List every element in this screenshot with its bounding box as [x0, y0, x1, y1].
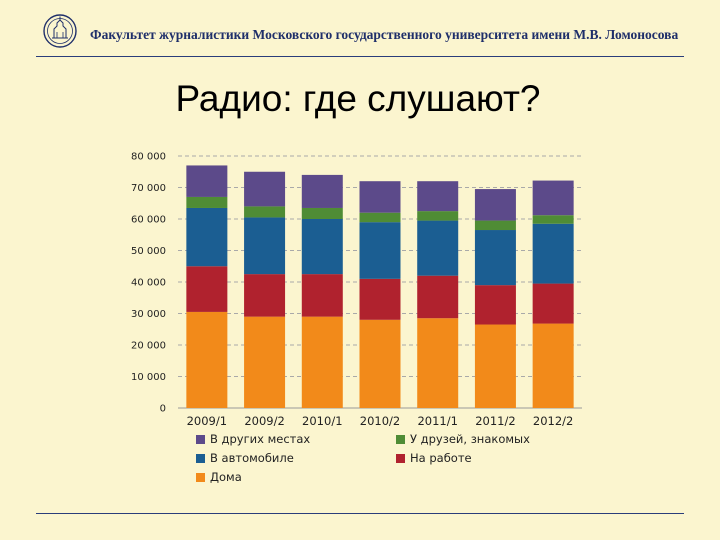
bar-segment	[417, 318, 459, 408]
legend-swatch	[196, 454, 205, 463]
bar-segment	[417, 220, 459, 276]
x-tick-label: 2012/2	[533, 414, 573, 428]
slide-title-text: Радио: где слушают?	[175, 78, 541, 119]
legend-label: У друзей, знакомых	[410, 432, 530, 446]
slide-title: Радио: где слушают?	[0, 78, 720, 120]
institution-name: Факультет журналистики Московского госуд…	[90, 27, 679, 42]
x-tick-label: 2009/2	[244, 414, 284, 428]
bar-segment	[301, 316, 343, 408]
bar-segment	[417, 211, 459, 221]
y-tick-label: 80 000	[131, 152, 166, 163]
bar-segment	[244, 206, 286, 218]
legend-label: В автомобиле	[210, 451, 294, 465]
bar-segment	[532, 180, 574, 216]
y-tick-label: 70 000	[131, 183, 166, 194]
y-tick-label: 30 000	[131, 309, 166, 320]
bar-segment	[301, 219, 343, 275]
bar-segment	[301, 174, 343, 208]
bar-segment	[532, 283, 574, 324]
x-tick-label: 2010/1	[302, 414, 342, 428]
legend-swatch	[196, 435, 205, 444]
bar-segment	[532, 223, 574, 284]
x-tick-label: 2010/2	[360, 414, 400, 428]
bar-segment	[474, 189, 516, 221]
bar-segment	[186, 311, 228, 408]
y-tick-label: 0	[160, 404, 166, 415]
bar-segment	[301, 274, 343, 317]
bar-segment	[359, 181, 401, 213]
y-tick-label: 20 000	[131, 341, 166, 352]
bar-segment	[244, 217, 286, 275]
bar-segment	[532, 215, 574, 224]
bar-segment	[417, 275, 459, 319]
bar-segment	[359, 319, 401, 408]
footer-divider	[36, 513, 684, 514]
bar-segment	[359, 212, 401, 223]
bar-segment	[417, 181, 459, 212]
bar-segment	[186, 207, 228, 267]
bar-segment	[186, 266, 228, 312]
slide-header: Факультет журналистики Московского госуд…	[36, 10, 684, 57]
y-tick-label: 10 000	[131, 372, 166, 383]
bar-segment	[474, 324, 516, 408]
legend-label: На работе	[410, 451, 472, 465]
bar-segment	[244, 274, 286, 317]
bar-segment	[359, 222, 401, 279]
bar-segment	[244, 316, 286, 408]
legend-swatch	[196, 473, 205, 482]
y-tick-label: 50 000	[131, 246, 166, 257]
bar-segment	[186, 165, 228, 197]
legend-label: Дома	[210, 470, 242, 484]
legend-label: В других местах	[210, 432, 310, 446]
x-tick-label: 2011/1	[417, 414, 457, 428]
x-tick-label: 2011/2	[475, 414, 515, 428]
bar-segment	[244, 171, 286, 207]
bar-segment	[474, 285, 516, 325]
bar-segment	[359, 278, 401, 320]
bar-segment	[301, 207, 343, 219]
y-tick-label: 40 000	[131, 278, 166, 289]
legend-swatch	[396, 454, 405, 463]
bar-segment	[532, 323, 574, 408]
bar-segment	[474, 220, 516, 231]
bar-segment	[474, 230, 516, 286]
legend-swatch	[396, 435, 405, 444]
x-tick-label: 2009/1	[187, 414, 227, 428]
y-tick-label: 60 000	[131, 215, 166, 226]
bar-segment	[186, 196, 228, 208]
msu-emblem-icon	[43, 14, 77, 48]
